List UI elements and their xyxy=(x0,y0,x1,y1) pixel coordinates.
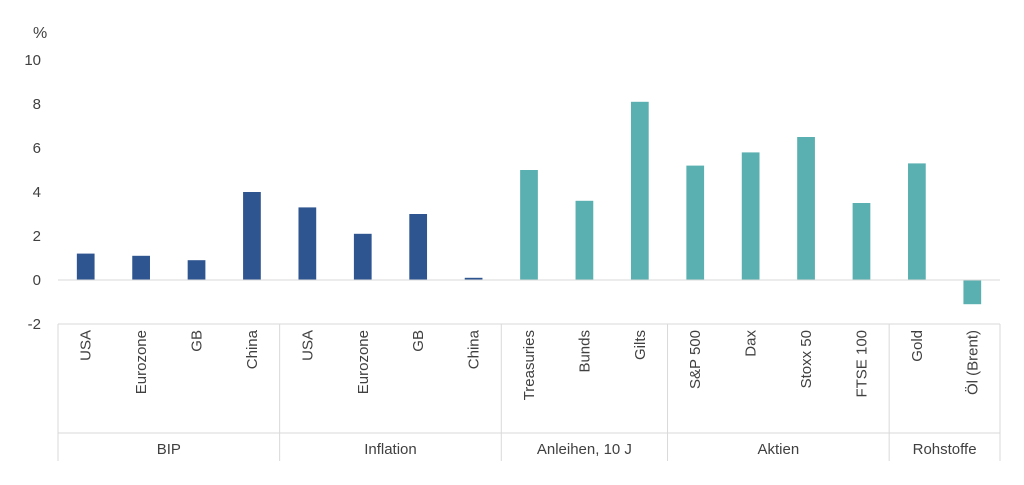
group-label: Rohstoffe xyxy=(913,441,977,458)
bar xyxy=(686,165,705,280)
category-label: Stoxx 50 xyxy=(798,330,815,388)
bar xyxy=(132,255,150,280)
category-label: GB xyxy=(410,330,427,352)
bar xyxy=(852,203,871,280)
y-tick-label: 4 xyxy=(33,184,41,201)
bar xyxy=(409,214,428,280)
bar xyxy=(187,260,206,280)
category-label: Öl (Brent) xyxy=(963,330,981,395)
bar xyxy=(353,233,372,280)
group-label: Inflation xyxy=(364,441,417,458)
bar xyxy=(243,192,261,280)
group-label: BIP xyxy=(157,441,181,458)
y-unit-label: % xyxy=(33,25,47,42)
bar xyxy=(575,200,594,280)
bar xyxy=(76,253,95,280)
bar xyxy=(908,163,926,280)
category-label: Gold xyxy=(909,330,926,362)
category-axis xyxy=(57,279,1001,461)
y-tick-label: 2 xyxy=(33,228,41,245)
category-label: China xyxy=(244,329,261,369)
category-label: S&P 500 xyxy=(687,330,704,389)
group-label: Anleihen, 10 J xyxy=(537,441,632,458)
bar xyxy=(464,277,483,280)
bar xyxy=(630,101,649,280)
category-label: FTSE 100 xyxy=(853,330,870,398)
category-label: Dax xyxy=(743,330,760,357)
y-tick-label: 6 xyxy=(33,140,41,157)
bar xyxy=(797,137,815,280)
category-label: USA xyxy=(299,330,316,361)
bar xyxy=(520,170,538,280)
category-label: China xyxy=(466,329,483,369)
bars xyxy=(76,101,982,305)
category-labels: USA Eurozone GB China USA Eurozone GB China Trea… xyxy=(78,329,982,400)
y-tick-label: 8 xyxy=(33,96,41,113)
y-tick-label: 10 xyxy=(24,52,41,69)
y-axis: -2 0 2 4 6 8 10 xyxy=(24,52,41,333)
bar xyxy=(963,280,982,305)
category-label: Gilts xyxy=(632,330,649,360)
bar xyxy=(298,207,317,280)
category-label: GB xyxy=(189,330,206,352)
y-tick-label: 0 xyxy=(33,272,41,289)
y-tick-label: -2 xyxy=(28,316,41,333)
bar xyxy=(741,152,760,280)
category-label: USA xyxy=(78,330,95,361)
category-label: Treasuries xyxy=(521,330,538,400)
category-label: Eurozone xyxy=(133,330,150,394)
category-label: Bunds xyxy=(576,330,593,373)
group-label: Aktien xyxy=(758,441,800,458)
group-labels: BIP Inflation Anleihen, 10 J Aktien Rohstoff… xyxy=(157,441,977,458)
category-label: Eurozone xyxy=(355,330,372,394)
